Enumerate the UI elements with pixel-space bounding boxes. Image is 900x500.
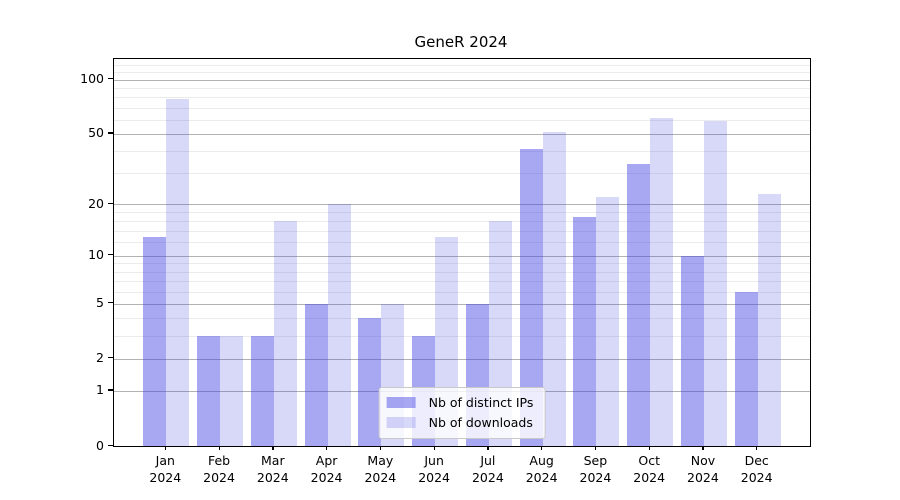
y-tick-label: 100 [80,71,104,87]
x-axis-tick [379,446,382,450]
y-gridline-minor [114,335,810,337]
y-axis-tick [108,302,113,304]
x-tick-label: Mar 2024 [256,453,289,485]
bar-ips-jan [143,236,167,446]
legend-swatch-downloads [386,417,416,428]
y-gridline-minor [114,212,810,214]
y-gridline-minor [114,242,810,244]
y-gridline-minor [114,119,810,121]
x-axis-tick [272,446,274,450]
y-gridline-minor [114,151,810,153]
y-axis-tick [108,202,113,204]
y-axis-tick [108,254,113,256]
x-tick-label: Jul 2024 [471,453,504,485]
y-tick-label: 0 [96,437,104,453]
x-axis-tick [702,446,704,450]
y-tick-label: 1 [96,382,104,398]
x-tick-label: Apr 2024 [310,453,343,485]
y-axis-tick [108,389,113,391]
y-gridline-minor [114,263,810,265]
x-tick-label: Jun 2024 [418,453,451,485]
x-tick-label: Nov 2024 [687,453,719,485]
x-axis-tick [541,446,543,450]
bar-downloads-mar [273,221,297,446]
x-axis-tick [648,446,650,450]
bar-downloads-apr [327,204,351,446]
x-axis-tick [594,446,597,450]
bar-downloads-feb [220,336,244,446]
y-tick-label: 5 [96,295,104,311]
y-axis-tick [108,78,113,80]
y-axis-tick [108,132,113,134]
chart-title: GeneR 2024 [414,33,508,51]
legend-row: Nb of distinct IPs [386,394,534,411]
bar-ips-feb [197,336,221,446]
x-tick-label: Feb 2024 [203,453,235,485]
y-gridline-major [114,358,810,360]
y-gridline-major [114,133,810,135]
bar-downloads-aug [542,132,566,446]
y-gridline-minor [114,97,810,99]
y-axis-tick [108,444,113,446]
y-tick-label: 50 [88,125,104,141]
bar-ips-may [358,318,382,446]
y-gridline-minor [114,65,810,67]
bar-downloads-nov [703,121,727,446]
x-axis-tick [326,446,328,450]
bar-ips-sep [573,216,597,446]
legend-label: Nb of downloads [428,415,533,430]
y-tick-label: 20 [88,195,104,211]
legend-label: Nb of distinct IPs [428,395,534,410]
y-tick-label: 2 [96,350,104,366]
y-gridline-minor [114,87,810,89]
bar-ips-mar [250,336,274,446]
y-gridline-minor [114,280,810,282]
x-tick-label: Jan 2024 [149,453,182,485]
x-axis-tick [164,446,166,450]
x-axis-tick [433,446,435,450]
legend-row: Nb of downloads [386,414,534,431]
bar-ips-nov [680,255,704,446]
bar-ips-apr [304,303,328,446]
y-gridline-major [114,79,810,81]
bar-downloads-dec [757,193,781,446]
x-axis-tick [218,446,220,450]
x-axis-tick [487,446,489,450]
y-gridline-major [114,255,810,257]
y-gridline-minor [114,221,810,223]
bar-downloads-jan [166,99,190,446]
y-axis-tick [108,357,113,359]
x-tick-label: Sep 2024 [579,453,612,485]
y-gridline-minor [114,72,810,74]
y-gridline-major [114,303,810,305]
y-tick-label: 10 [88,247,104,263]
y-gridline-minor [114,231,810,233]
y-gridline-minor [114,173,810,175]
plot-area: Nb of distinct IPs Nb of downloads [113,58,811,447]
bar-downloads-oct [650,118,674,446]
y-gridline-major [114,204,810,206]
legend-swatch-ips [386,397,416,408]
bar-ips-aug [519,149,543,446]
y-gridline-minor [114,291,810,293]
bar-downloads-sep [596,197,620,446]
x-tick-label: Aug 2024 [525,453,558,485]
x-tick-label: Dec 2024 [740,453,773,485]
bar-ips-dec [734,291,758,446]
bar-ips-oct [627,163,651,446]
legend: Nb of distinct IPs Nb of downloads [378,387,546,439]
y-gridline-minor [114,107,810,109]
x-tick-label: May 2024 [364,453,397,485]
y-gridline-minor [114,318,810,320]
x-tick-label: Oct 2024 [633,453,666,485]
y-gridline-minor [114,271,810,273]
x-axis-tick [756,446,758,450]
